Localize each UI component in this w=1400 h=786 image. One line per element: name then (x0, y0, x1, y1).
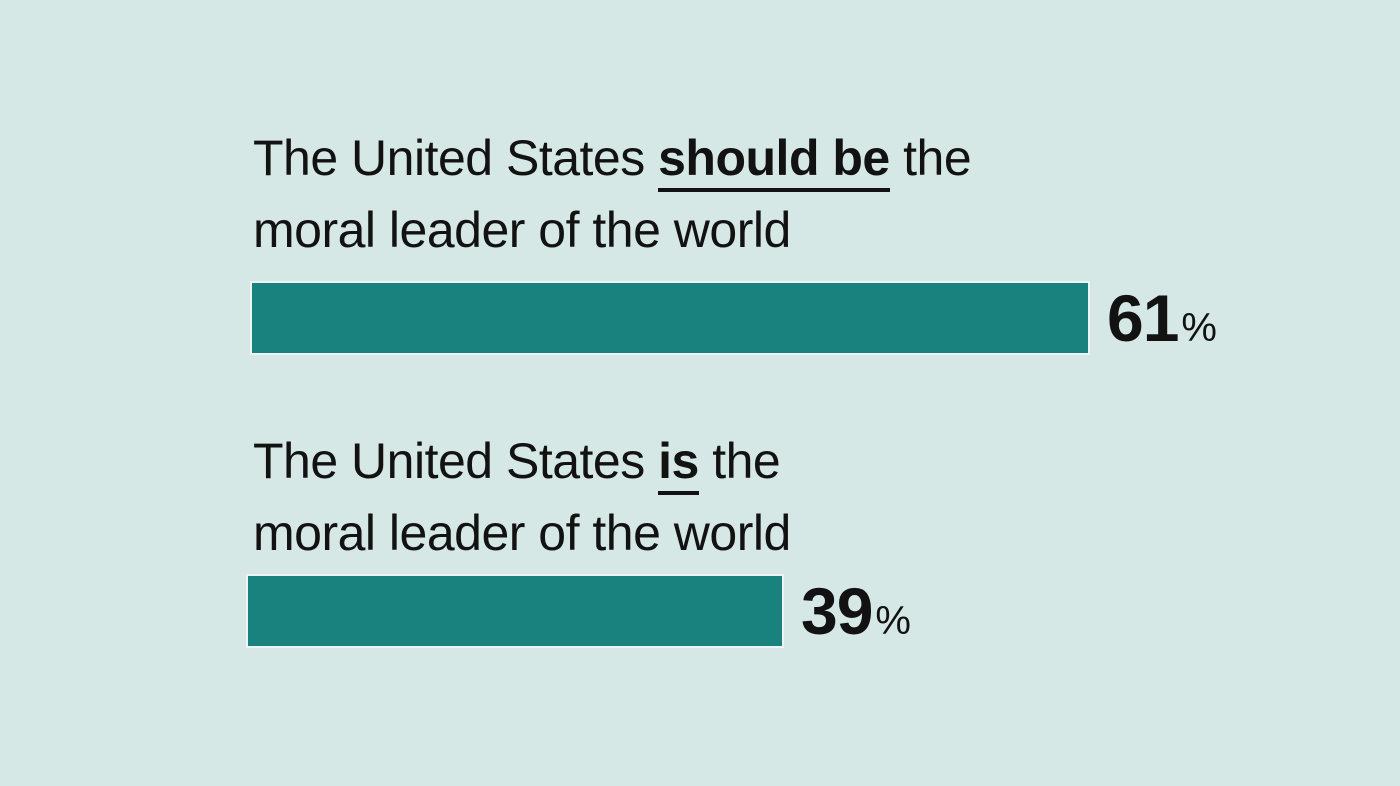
label-text: the (698, 433, 781, 489)
bar-label-line-1: The United States should be the (253, 122, 972, 194)
value-number: 39 (801, 574, 873, 648)
bar-is (248, 576, 782, 646)
value-number: 61 (1107, 281, 1179, 355)
label-text: the (889, 130, 972, 186)
percent-sign: % (875, 599, 911, 643)
bar-value-should-be: 61% (1107, 283, 1217, 353)
bar-should-be (252, 283, 1088, 353)
bar-label-line-2: moral leader of the world (253, 505, 791, 561)
label-text: The United States (253, 433, 659, 489)
bar-label-is: The United States is the moral leader of… (253, 425, 791, 569)
bar-value-is: 39% (801, 576, 911, 646)
bar-row-is: 39% (248, 576, 911, 646)
label-emphasis-is: is (658, 433, 699, 495)
bar-row-should-be: 61% (252, 283, 1217, 353)
bar-label-line-2: moral leader of the world (253, 202, 791, 258)
label-emphasis-should-be: should be (658, 130, 890, 192)
bar-label-should-be: The United States should be the moral le… (253, 122, 972, 266)
percent-sign: % (1181, 306, 1217, 350)
label-text: The United States (253, 130, 659, 186)
bar-label-line-1: The United States is the (253, 425, 791, 497)
